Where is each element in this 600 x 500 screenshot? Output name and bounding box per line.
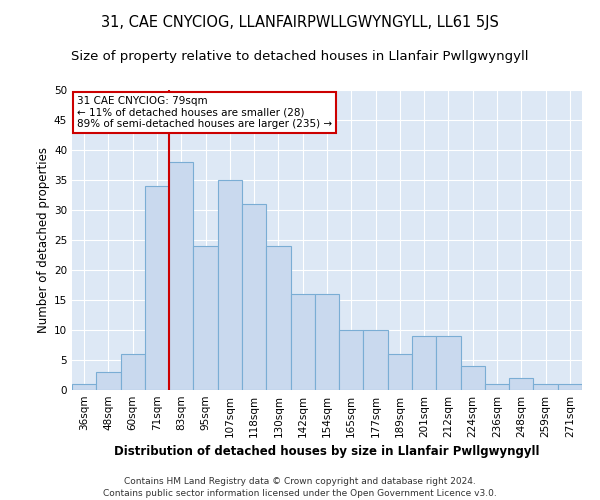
- Bar: [169, 162, 193, 390]
- Bar: [121, 354, 145, 390]
- Text: Contains HM Land Registry data © Crown copyright and database right 2024.
Contai: Contains HM Land Registry data © Crown c…: [103, 476, 497, 498]
- Bar: [461, 366, 485, 390]
- Bar: [145, 186, 169, 390]
- Bar: [436, 336, 461, 390]
- Bar: [193, 246, 218, 390]
- Bar: [290, 294, 315, 390]
- Y-axis label: Number of detached properties: Number of detached properties: [37, 147, 50, 333]
- Bar: [558, 384, 582, 390]
- Bar: [412, 336, 436, 390]
- Bar: [388, 354, 412, 390]
- Text: 31 CAE CNYCIOG: 79sqm
← 11% of detached houses are smaller (28)
89% of semi-deta: 31 CAE CNYCIOG: 79sqm ← 11% of detached …: [77, 96, 332, 129]
- Bar: [339, 330, 364, 390]
- Bar: [364, 330, 388, 390]
- Text: Size of property relative to detached houses in Llanfair Pwllgwyngyll: Size of property relative to detached ho…: [71, 50, 529, 63]
- Bar: [218, 180, 242, 390]
- Bar: [266, 246, 290, 390]
- Text: 31, CAE CNYCIOG, LLANFAIRPWLLGWYNGYLL, LL61 5JS: 31, CAE CNYCIOG, LLANFAIRPWLLGWYNGYLL, L…: [101, 15, 499, 30]
- Bar: [242, 204, 266, 390]
- Bar: [315, 294, 339, 390]
- X-axis label: Distribution of detached houses by size in Llanfair Pwllgwyngyll: Distribution of detached houses by size …: [114, 446, 540, 458]
- Bar: [533, 384, 558, 390]
- Bar: [96, 372, 121, 390]
- Bar: [509, 378, 533, 390]
- Bar: [485, 384, 509, 390]
- Bar: [72, 384, 96, 390]
